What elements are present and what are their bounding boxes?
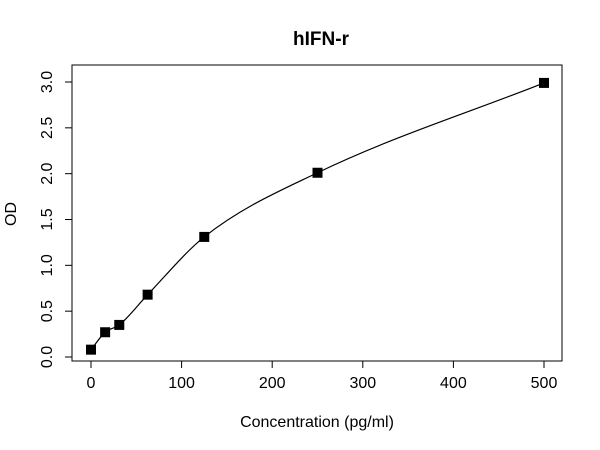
data-point [114,319,125,330]
y-tick-label: 1.0 [39,254,56,276]
x-tick-label: 400 [440,375,467,392]
x-tick-label: 300 [349,375,376,392]
data-point [100,327,111,338]
data-points [86,77,549,355]
data-point [539,77,549,88]
y-tick-label: 2.0 [39,162,56,184]
y-tick-label: 0.5 [39,300,56,322]
y-tick-label: 1.5 [39,208,56,230]
y-tick-label: 2.5 [39,117,56,139]
data-point [86,344,96,355]
x-tick-label: 0 [87,375,96,392]
x-tick-label: 100 [168,375,195,392]
y-tick-label: 3.0 [39,71,56,93]
x-tick-label: 200 [259,375,286,392]
fit-curve [90,82,545,351]
data-point [312,167,323,178]
y-tick-label: 0.0 [39,346,56,368]
data-point [142,289,153,300]
chart-title: hIFN-r [293,29,350,50]
plot-area-frame [71,64,563,362]
x-tick-label: 500 [531,375,558,392]
x-axis-label: Concentration (pg/ml) [240,414,394,431]
x-axis: 0 100 200 300 400 500 [87,360,558,392]
y-axis-label: OD [3,202,20,226]
y-axis: 0.0 0.5 1.0 1.5 2.0 2.5 3.0 [39,71,73,368]
data-point [199,231,210,242]
